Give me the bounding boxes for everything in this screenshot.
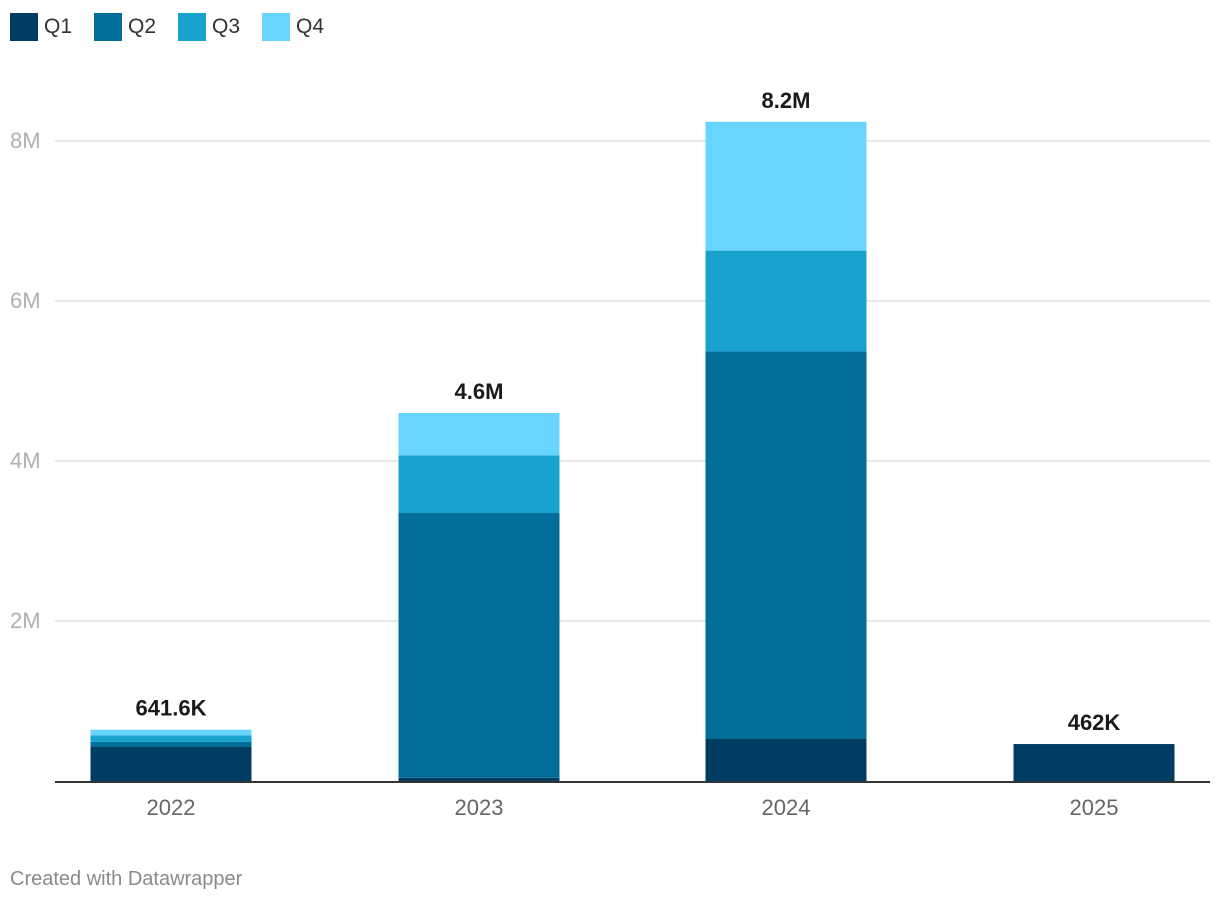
bar-segment-2024-q4 (705, 121, 867, 251)
legend-label: Q3 (212, 15, 241, 38)
bar-total-label: 462K (1068, 710, 1121, 735)
legend-swatch (94, 13, 123, 41)
bar-segment-2024-q3 (705, 250, 867, 352)
x-tick-label: 2024 (762, 795, 811, 820)
legend-label: Q4 (296, 15, 325, 38)
bar-segment-2022-q4 (90, 729, 252, 736)
legend-item-q1: Q1 (10, 13, 72, 41)
bar-segment-2025-q1 (1013, 744, 1175, 781)
legend-item-q4: Q4 (262, 13, 324, 41)
bar-segment-2023-q3 (398, 455, 560, 513)
bar-segment-2023-q2 (398, 513, 560, 778)
bar-segment-2023-q1 (398, 777, 560, 781)
legend: Q1 Q2 Q3 Q4 (10, 12, 346, 42)
footer-credit: Created with Datawrapper (10, 868, 243, 890)
x-tick-label: 2022 (147, 795, 196, 820)
bar-total-label: 641.6K (136, 696, 207, 721)
legend-item-q3: Q3 (178, 13, 240, 41)
bar-segment-2022-q3 (90, 735, 252, 742)
legend-label: Q1 (44, 15, 73, 38)
bar-segment-2022-q1 (90, 746, 252, 781)
legend-swatch (178, 13, 207, 41)
legend-swatch (10, 13, 38, 41)
legend-item-q2: Q2 (94, 13, 156, 41)
bar-segment-2024-q1 (705, 738, 867, 781)
bar-segment-2022-q2 (90, 741, 252, 747)
x-tick-label: 2025 (1070, 795, 1119, 820)
y-tick-label: 8M (10, 128, 41, 153)
bar-total-label: 8.2M (762, 88, 811, 113)
legend-label: Q2 (128, 15, 157, 38)
y-tick-label: 2M (10, 608, 41, 633)
bar-segment-2024-q2 (705, 351, 867, 739)
y-tick-label: 4M (10, 448, 41, 473)
bar-total-label: 4.6M (455, 379, 504, 404)
y-tick-label: 6M (10, 288, 41, 313)
x-tick-label: 2023 (455, 795, 504, 820)
legend-swatch (262, 13, 291, 41)
bar-segment-2023-q4 (398, 413, 560, 456)
